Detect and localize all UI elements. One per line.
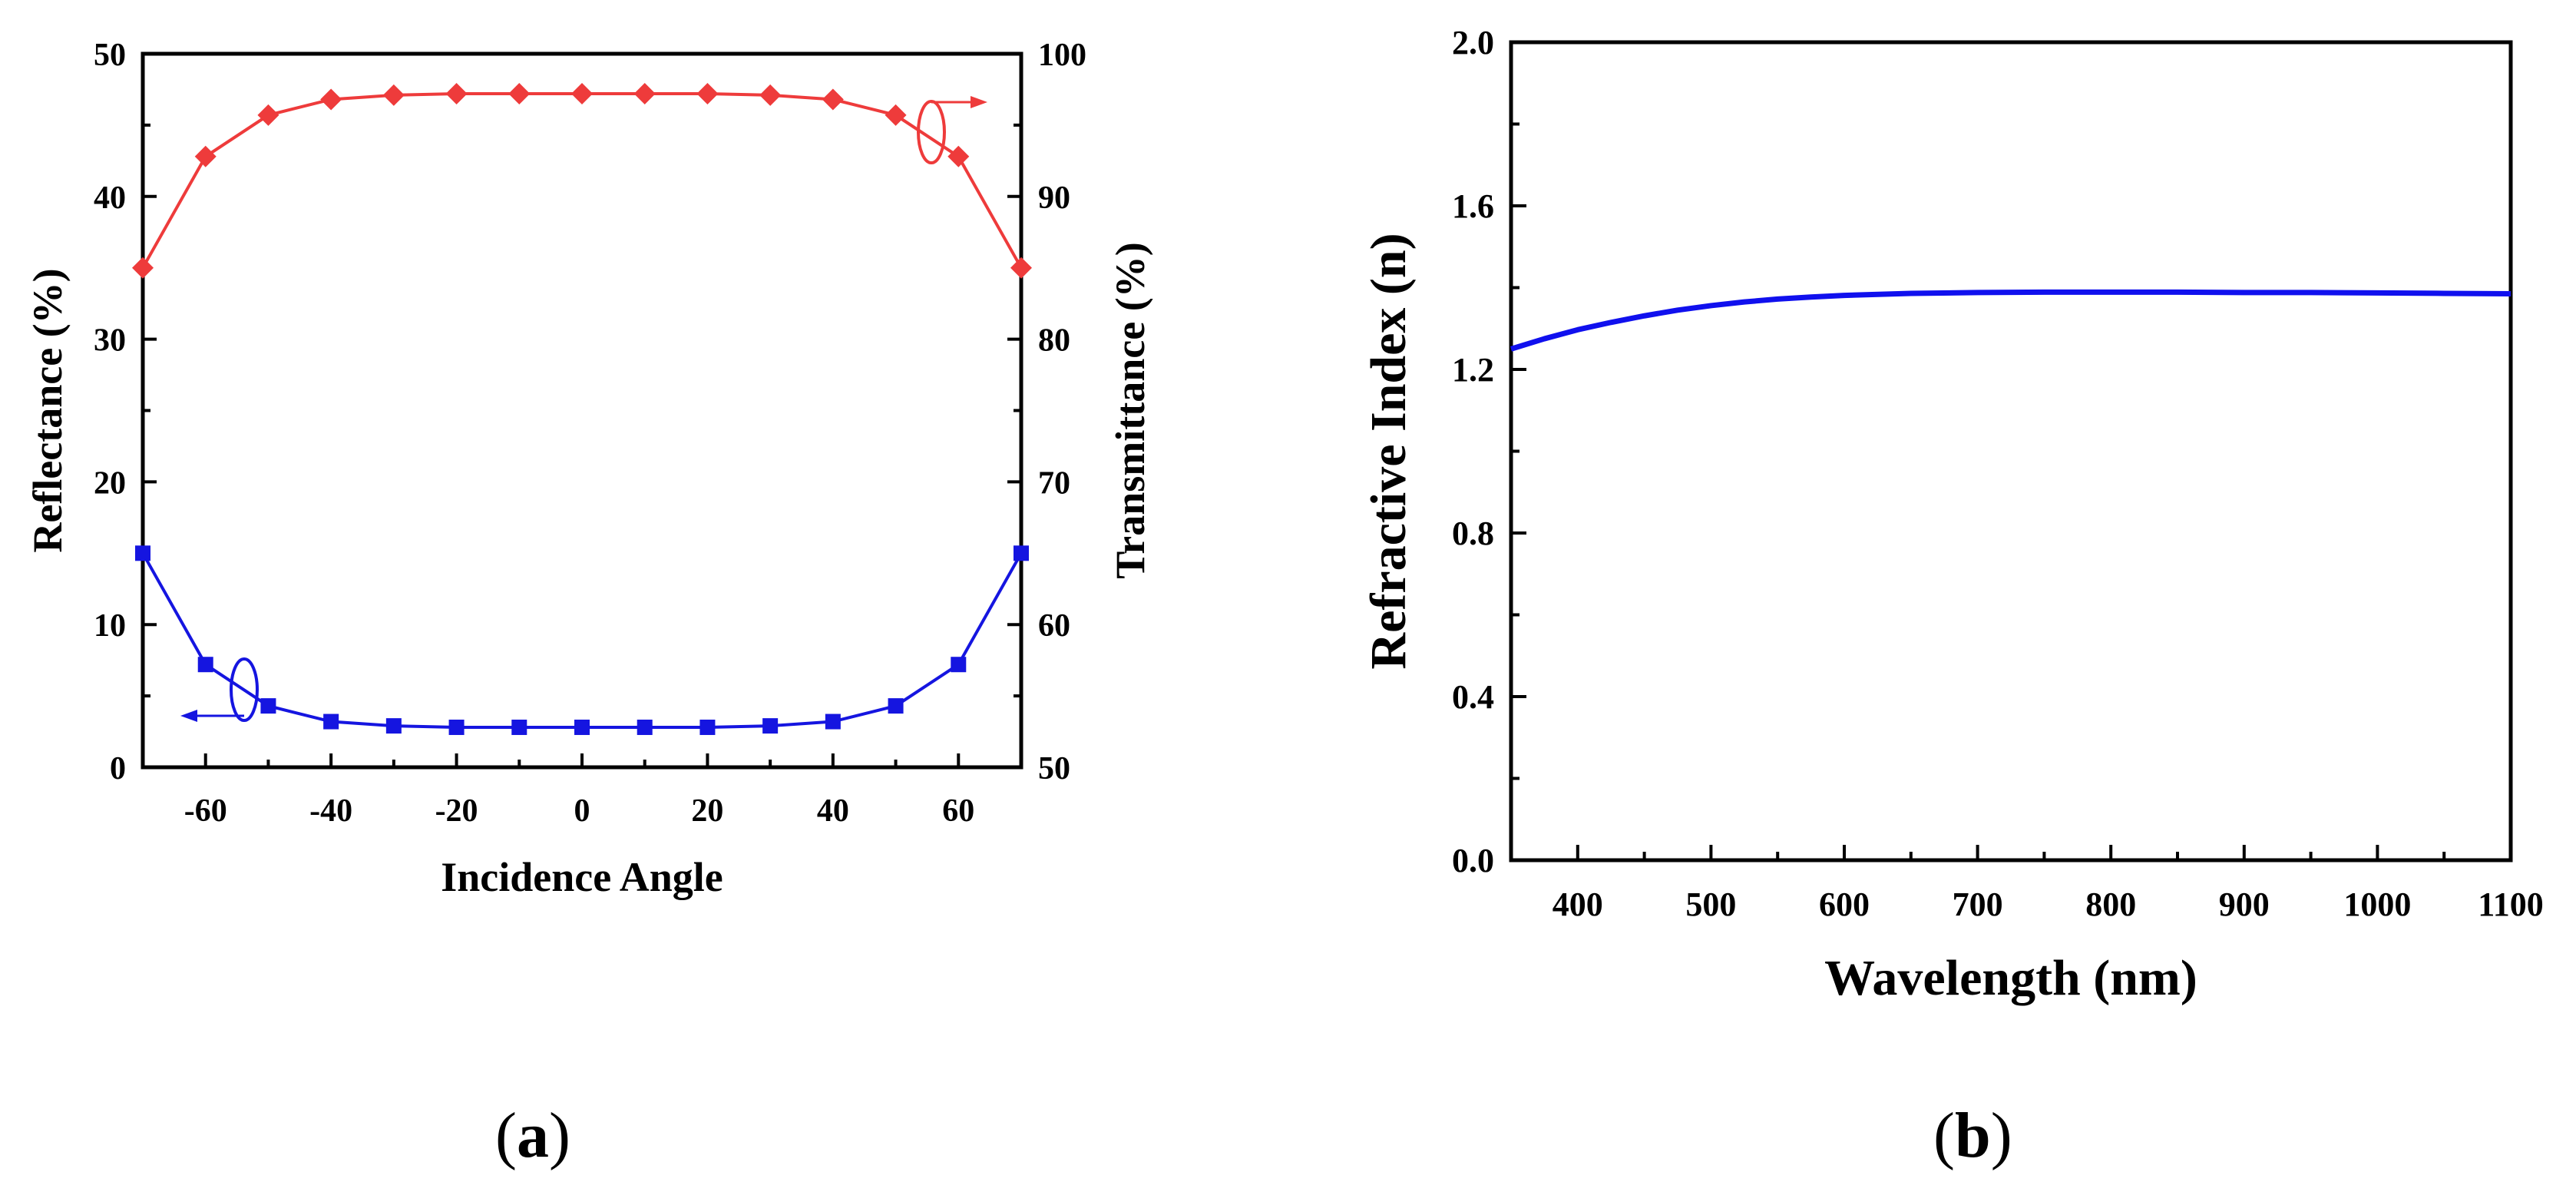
series-line-refractive-index (1510, 289, 2512, 352)
y-tick-label-a: 50 (94, 38, 126, 73)
y-tick-label-a: 20 (94, 465, 126, 501)
data-point-reflectance (260, 698, 276, 714)
data-point-transmittance (947, 145, 970, 167)
x-tick-label-b: 700 (1953, 886, 2003, 923)
y-tick-label-a: 40 (94, 180, 126, 216)
y-tick-label-a: 10 (94, 608, 126, 644)
x-tick-label-a: -40 (309, 793, 352, 829)
x-tick-label-b: 800 (2085, 886, 2136, 923)
y-tick-label-a: 0 (110, 751, 126, 786)
plot-frame-b (1509, 40, 2513, 862)
data-point-transmittance (382, 84, 405, 106)
y2-tick-label-a: 90 (1038, 180, 1070, 216)
y-tick-label-a: 30 (94, 323, 126, 359)
x-tick-label-b: 400 (1553, 886, 1603, 923)
y2-tick-label-a: 70 (1038, 465, 1070, 501)
x-tick-label-a: 40 (817, 793, 849, 829)
chart-a: -60 -40 -20 0 20 40 60 0 10 20 30 40 50 50 60 70 80 90 100… (25, 38, 1153, 900)
data-point-reflectance (197, 657, 213, 673)
panel-label-b-letter: b (1954, 1100, 1991, 1171)
x-axis-label-b: Wavelength (nm) (1824, 950, 2197, 1006)
data-point-transmittance (1010, 257, 1032, 279)
y-axis-label-a: Reflectance (%) (25, 268, 71, 552)
data-point-transmittance (571, 83, 593, 105)
x-axis-label-a: Incidence Angle (441, 854, 723, 900)
x-tick-label-b: 500 (1685, 886, 1736, 923)
x-tick-label-b: 1100 (2478, 886, 2544, 923)
x-tick-label-a: -60 (184, 793, 227, 829)
data-point-reflectance (825, 714, 841, 730)
data-point-reflectance (888, 698, 904, 714)
y2-tick-label-a: 80 (1038, 323, 1070, 359)
data-point-reflectance (323, 714, 339, 730)
data-point-reflectance (448, 719, 465, 735)
data-point-transmittance (696, 83, 719, 105)
x-tick-label-a: 0 (574, 793, 590, 829)
x-tick-label-b: 1000 (2343, 886, 2411, 923)
data-point-transmittance (508, 83, 531, 105)
x-tick-label-b: 900 (2219, 886, 2270, 923)
data-point-reflectance (1014, 545, 1029, 561)
x-tick-label-a: 20 (691, 793, 723, 829)
y-tick-label-b: 2.0 (1452, 24, 1494, 61)
data-point-reflectance (762, 718, 779, 734)
data-point-reflectance (385, 718, 402, 734)
y-tick-label-b: 0.4 (1452, 678, 1494, 716)
data-point-transmittance (194, 145, 217, 167)
y-axis-label-b: Refractive Index (n) (1361, 233, 1417, 669)
data-point-transmittance (885, 104, 907, 126)
y-tick-label-b: 1.6 (1452, 187, 1494, 225)
data-point-reflectance (951, 657, 967, 673)
y-tick-label-b: 1.2 (1452, 351, 1494, 389)
data-point-reflectance (574, 719, 590, 735)
y2-axis-label-a: Transmittance (%) (1107, 242, 1153, 578)
annotation-arrowhead-reflectance (180, 710, 197, 722)
x-tick-label-a: -20 (435, 793, 478, 829)
x-tick-label-a: 60 (942, 793, 974, 829)
data-point-transmittance (633, 83, 656, 105)
chart-b: 400 500 600 700 800 900 1000 1100 0.0 0.4 0.8 1.2 1.… (1361, 24, 2544, 1006)
y-tick-label-b: 0.0 (1452, 842, 1494, 879)
data-point-reflectance (511, 719, 527, 735)
data-point-transmittance (132, 257, 154, 279)
y2-tick-label-a: 50 (1038, 751, 1070, 786)
data-point-transmittance (257, 104, 279, 126)
data-point-reflectance (637, 719, 653, 735)
data-point-transmittance (822, 88, 844, 111)
data-point-transmittance (320, 88, 342, 111)
data-point-reflectance (699, 719, 716, 735)
y2-tick-label-a: 60 (1038, 608, 1070, 644)
panel-label-b: (b) (1933, 1100, 2012, 1171)
data-point-transmittance (445, 83, 468, 105)
data-point-transmittance (759, 84, 782, 106)
y-tick-label-b: 0.8 (1452, 515, 1494, 552)
x-tick-label-b: 600 (1819, 886, 1870, 923)
panel-label-a: (a) (495, 1100, 570, 1171)
data-point-reflectance (135, 545, 150, 561)
series-line-transmittance (141, 92, 1023, 269)
y2-tick-label-a: 100 (1038, 38, 1086, 73)
plot-frame-a (141, 51, 1023, 770)
annotation-arrowhead-transmittance (971, 96, 987, 108)
annotation-ellipse-reflectance (230, 657, 259, 722)
panel-label-a-letter: a (516, 1100, 549, 1171)
